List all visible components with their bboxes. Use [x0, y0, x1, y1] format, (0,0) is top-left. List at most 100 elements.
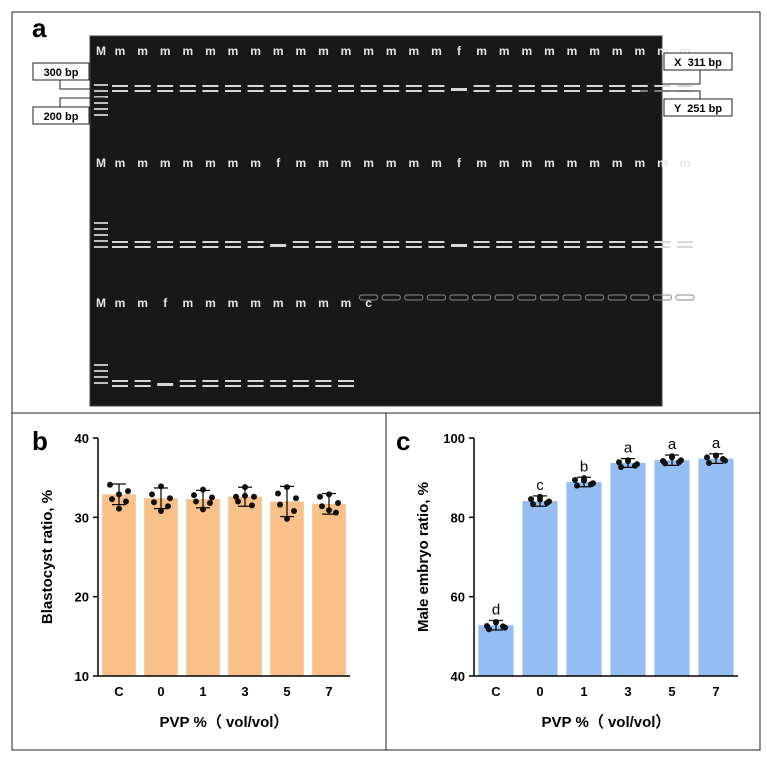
band-x-row3 — [270, 380, 287, 382]
band-y-row1 — [270, 90, 287, 92]
lane-label-row3: m — [273, 296, 284, 310]
band-x-row2 — [428, 241, 445, 243]
data-point-b — [333, 509, 339, 516]
band-x-row2 — [360, 241, 377, 243]
y-tick-label-c: 80 — [451, 510, 465, 525]
significance-letter-c: a — [624, 440, 633, 457]
band-x-row2 — [654, 241, 671, 243]
lane-label-row1: m — [205, 44, 216, 58]
band-x-row1 — [631, 85, 648, 87]
y-tick-label-b: 30 — [75, 510, 89, 525]
band-female-row1 — [451, 88, 467, 91]
band-x-row2 — [179, 241, 196, 243]
ladder-band-3-4 — [94, 382, 108, 384]
bar-c-7 — [698, 458, 734, 676]
band-x-row1 — [292, 85, 309, 87]
lane-label-row1: f — [457, 44, 462, 58]
gel-well — [630, 294, 650, 301]
lane-label-row2: m — [657, 156, 668, 170]
data-point-b — [242, 492, 248, 499]
lane-label-row1: m — [634, 44, 645, 58]
band-y-row3 — [202, 385, 219, 387]
lane-label-row3: m — [182, 296, 193, 310]
band-x-row1 — [157, 85, 174, 87]
data-point-b — [335, 500, 341, 507]
gel-well — [607, 294, 627, 301]
data-point-c — [530, 501, 536, 508]
band-x-row1 — [179, 85, 196, 87]
band-x-row2 — [541, 241, 558, 243]
band-x-row3 — [247, 380, 264, 382]
ladder-band-2-3 — [94, 234, 108, 236]
chart-male-embryo: d Cc 0 b 1 a 3 a 5 a 7 40 60 80 100 PVP %（ vol/vol） Male… — [415, 431, 738, 731]
band-y-row2 — [541, 246, 558, 248]
bar-b-5 — [270, 501, 304, 676]
band-x-row1 — [564, 85, 580, 87]
ladder-band-2-1 — [94, 222, 108, 224]
data-point-c — [581, 477, 587, 484]
lane-label-row2: m — [386, 156, 397, 170]
data-point-c — [486, 626, 492, 633]
lane-label-row2: m — [341, 156, 352, 170]
band-x-row1 — [338, 85, 354, 87]
ladder-band-1-2 — [94, 90, 108, 92]
data-point-b — [109, 496, 115, 503]
band-x-row2 — [112, 241, 128, 243]
bar-b-7 — [312, 503, 346, 676]
band-y-box: Y 251 bp — [663, 98, 733, 117]
x-tick-label-c: 1 — [580, 684, 587, 699]
bar-b-0 — [144, 498, 178, 676]
data-point-b — [200, 486, 206, 493]
band-y-row2 — [654, 246, 671, 248]
band-y-row1 — [225, 90, 241, 92]
band-x-row2 — [496, 241, 513, 243]
band-y-row2 — [586, 246, 603, 248]
band-x-row1 — [473, 85, 490, 87]
data-point-c — [625, 458, 631, 465]
lane-label-row3: m — [250, 296, 261, 310]
ladder-band-3-1 — [94, 364, 108, 366]
gel-well — [472, 294, 492, 301]
gel-well — [652, 294, 672, 301]
x-tick-label-b: 0 — [157, 684, 164, 699]
lane-label-row1: m — [250, 44, 261, 58]
band-x-row3 — [134, 380, 151, 382]
marker-300-label: 300 bp — [44, 67, 79, 79]
ladder-band-1-6 — [94, 114, 108, 116]
lane-label-row3: m — [295, 296, 306, 310]
band-x-row1 — [112, 85, 128, 87]
ladder-band-1-5 — [94, 108, 108, 110]
band-y-row2 — [157, 246, 174, 248]
band-x-row1 — [270, 85, 287, 87]
band-x-row1 — [677, 85, 693, 87]
band-y-row2 — [473, 246, 490, 248]
band-x-row1 — [383, 85, 400, 87]
band-x-row1 — [134, 85, 151, 87]
data-point-c — [669, 454, 675, 461]
lane-label-row1: m — [476, 44, 487, 58]
band-y-row1 — [564, 90, 580, 92]
lane-label-row3: m — [318, 296, 329, 310]
lane-label-row2: m — [205, 156, 216, 170]
data-point-c — [706, 459, 712, 466]
band-y-row2 — [112, 246, 128, 248]
band-y-row1 — [112, 90, 128, 92]
lane-label-row1: m — [363, 44, 374, 58]
lane-label-row2: f — [276, 156, 281, 170]
data-point-c — [616, 459, 622, 466]
x-axis-label-c: PVP %（ vol/vol） — [542, 713, 671, 731]
bar-b-3 — [228, 496, 262, 676]
lane-label-row2: f — [457, 156, 462, 170]
ladder-label-row2: M — [96, 156, 106, 170]
band-y-row2 — [360, 246, 377, 248]
lane-label-row2: m — [408, 156, 419, 170]
band-x-row1 — [405, 85, 422, 87]
band-x-row3 — [112, 380, 128, 382]
panel-borders — [11, 11, 761, 751]
x-tick-label-b: 3 — [241, 684, 248, 699]
x-tick-label-c: 7 — [712, 684, 719, 699]
bar-b-1 — [186, 499, 220, 676]
bar-c-1 — [566, 482, 602, 676]
band-x-row1 — [654, 85, 671, 87]
data-point-c — [662, 460, 668, 467]
